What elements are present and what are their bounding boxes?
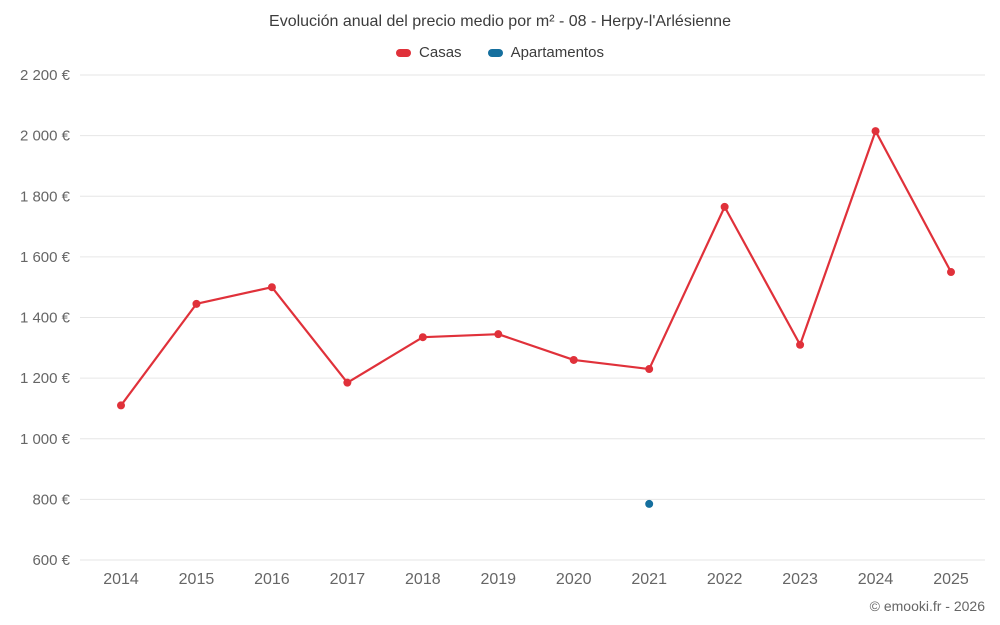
y-axis-tick-label: 1 200 € — [20, 370, 71, 387]
legend-label-apartamentos: Apartamentos — [510, 44, 604, 61]
x-axis-tick-label: 2016 — [254, 571, 290, 588]
casas-point-2014[interactable] — [117, 401, 125, 410]
copyright: © emooki.fr - 2026 — [869, 598, 985, 614]
casas-point-2015[interactable] — [192, 299, 201, 308]
casas-point-2018[interactable] — [418, 333, 427, 342]
apartamentos-point-2021[interactable] — [645, 499, 654, 508]
x-axis-tick-label: 2015 — [179, 571, 215, 588]
y-axis-tick-label: 1 600 € — [20, 249, 71, 266]
casas-point-2022[interactable] — [720, 202, 729, 211]
casas-point-2016[interactable] — [267, 283, 276, 292]
legend-item-apartamentos[interactable]: Apartamentos — [487, 44, 604, 61]
casas-line — [119, 129, 953, 407]
y-axis-tick-label: 2 000 € — [20, 128, 71, 145]
legend-label-casas: Casas — [419, 44, 462, 61]
x-axis-tick-label: 2021 — [631, 571, 667, 588]
legend: Casas Apartamentos — [0, 44, 1000, 61]
casas-point-2023[interactable] — [796, 340, 805, 349]
casas-point-2025[interactable] — [947, 268, 955, 277]
casas-point-2019[interactable] — [494, 330, 503, 339]
casas-point-2020[interactable] — [569, 355, 578, 364]
y-axis-tick-label: 800 € — [32, 491, 70, 508]
legend-swatch-casas — [396, 48, 412, 57]
x-axis-tick-label: 2018 — [405, 571, 441, 588]
casas-point-2017[interactable] — [343, 378, 352, 387]
x-axis-tick-label: 2014 — [103, 571, 139, 588]
y-axis-tick-label: 600 € — [32, 552, 70, 569]
x-axis-tick-label: 2020 — [556, 571, 592, 588]
casas-point-2024[interactable] — [871, 127, 880, 136]
x-axis-tick-label: 2022 — [707, 571, 743, 588]
legend-item-casas[interactable]: Casas — [396, 44, 462, 61]
legend-swatch-apartamentos — [487, 48, 503, 57]
x-axis-tick-label: 2025 — [933, 571, 969, 588]
y-axis-tick-label: 2 200 € — [20, 67, 71, 84]
y-axis-tick-label: 1 800 € — [20, 188, 71, 205]
x-axis-tick-label: 2023 — [782, 571, 818, 588]
y-axis-tick-label: 1 000 € — [20, 431, 71, 448]
casas-point-2021[interactable] — [645, 365, 654, 374]
x-axis-tick-label: 2019 — [480, 571, 516, 588]
x-axis-tick-label: 2017 — [330, 571, 366, 588]
y-axis-tick-label: 1 400 € — [20, 310, 71, 327]
chart-title: Evolución anual del precio medio por m² … — [269, 13, 731, 30]
x-axis-tick-label: 2024 — [858, 571, 894, 588]
